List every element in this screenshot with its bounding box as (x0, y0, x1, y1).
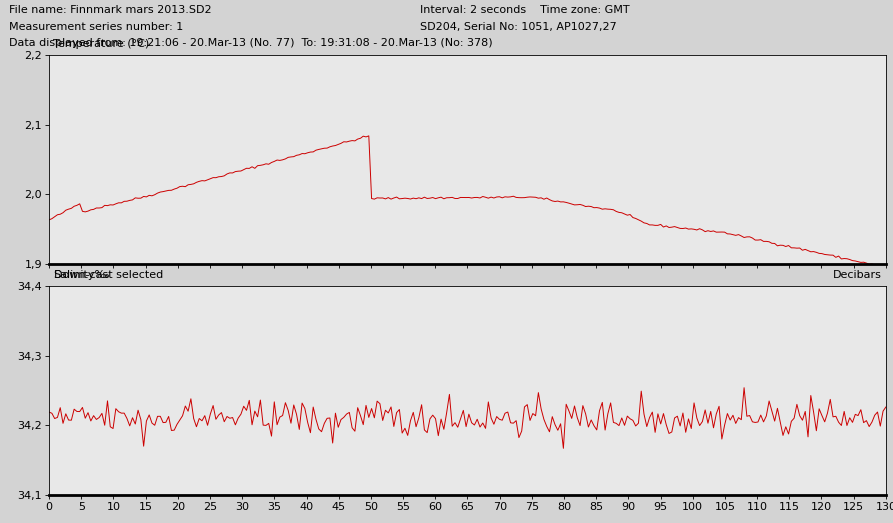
Text: Down-cast selected: Down-cast selected (54, 270, 163, 280)
Text: Decibars: Decibars (832, 270, 881, 280)
Text: Salinity‰: Salinity‰ (54, 270, 110, 280)
Text: SD204, Serial No: 1051, AP1027,27: SD204, Serial No: 1051, AP1027,27 (420, 21, 616, 32)
Text: Temperature (°C): Temperature (°C) (54, 39, 149, 49)
Text: Measurement series number: 1: Measurement series number: 1 (9, 21, 183, 32)
Text: Data displayed from: 19:21:06 - 20.Mar-13 (No. 77)  To: 19:31:08 - 20.Mar-13 (No: Data displayed from: 19:21:06 - 20.Mar-1… (9, 38, 493, 48)
Text: Interval: 2 seconds    Time zone: GMT: Interval: 2 seconds Time zone: GMT (420, 5, 630, 15)
Text: File name: Finnmark mars 2013.SD2: File name: Finnmark mars 2013.SD2 (9, 5, 212, 15)
